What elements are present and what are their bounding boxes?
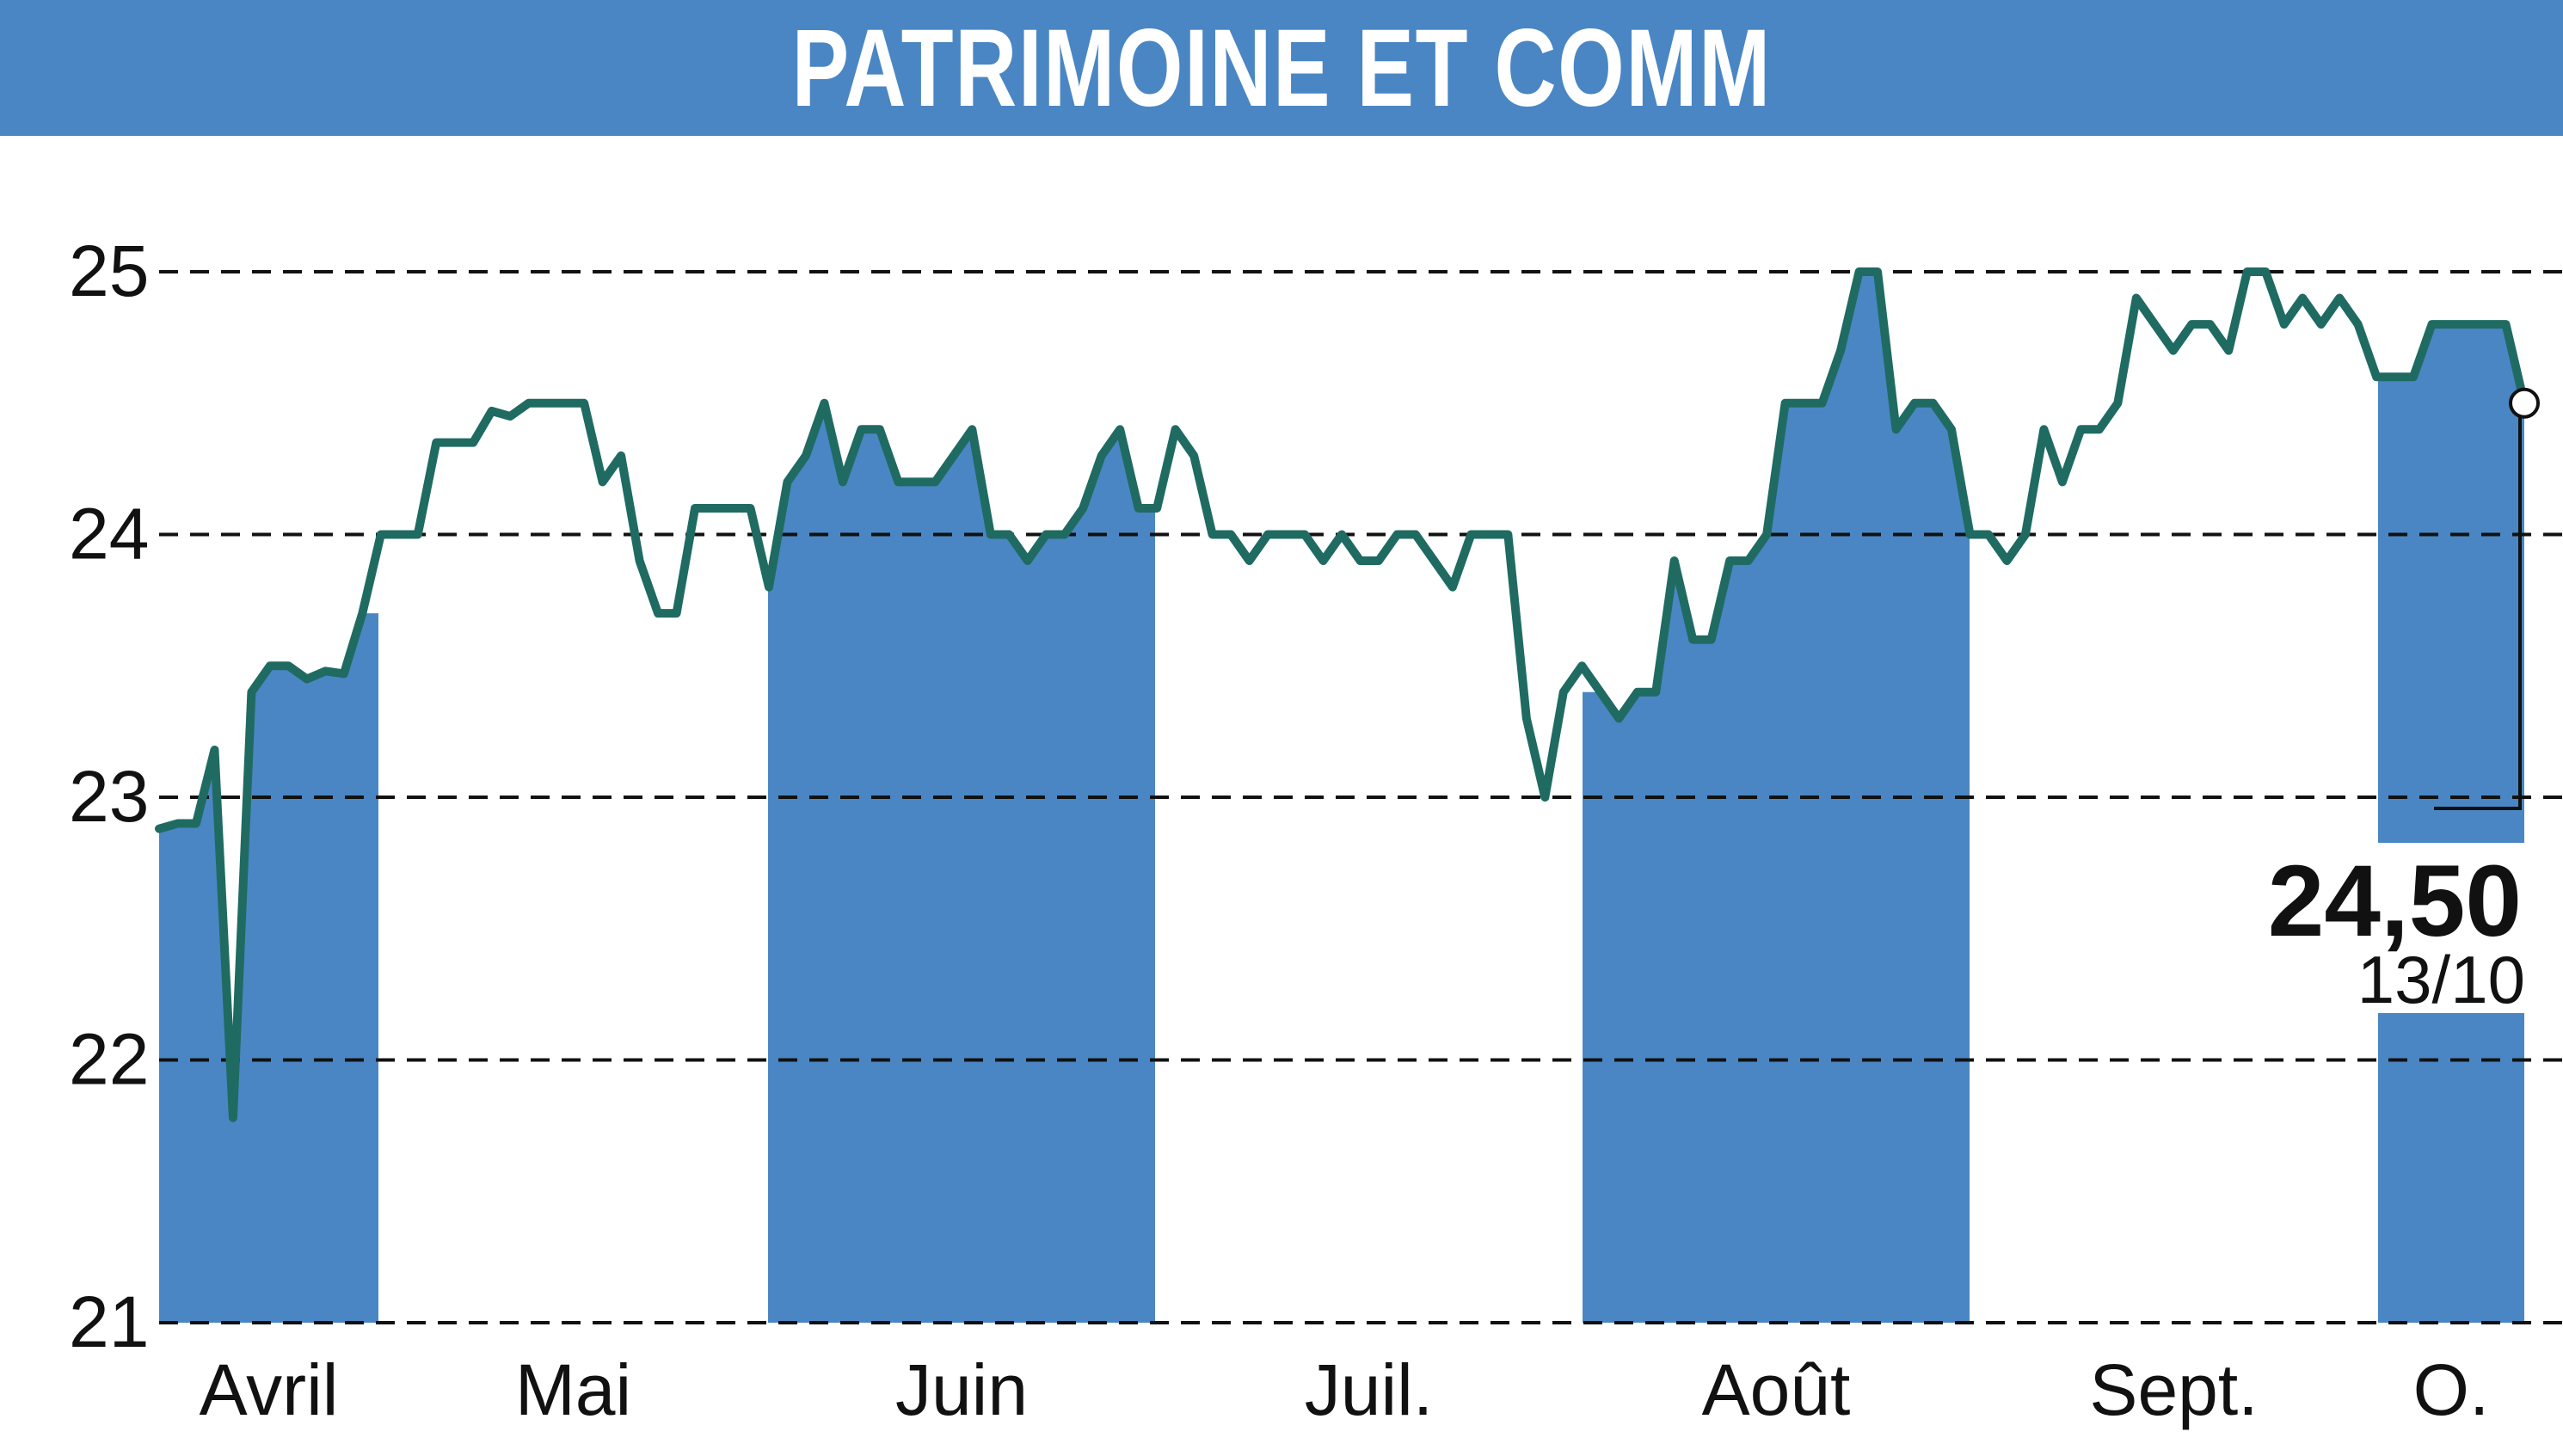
- last-date-label: 13/10: [2357, 942, 2525, 1017]
- month-band-7: [2378, 324, 2524, 1324]
- month-label: Avril: [200, 1349, 339, 1430]
- price-line: [155, 267, 2529, 1122]
- title-bar: PATRIMOINE ET COMM: [0, 0, 2563, 136]
- y-tick-label: 21: [69, 1281, 149, 1362]
- month-label: Juil.: [1305, 1349, 1433, 1430]
- month-label: Sept.: [2089, 1349, 2258, 1430]
- chart-title: PATRIMOINE ET COMM: [791, 6, 1772, 130]
- month-band-3: [768, 402, 1155, 1323]
- x-axis-month-labels: Avril Mai Juin Juil. Août Sept. O.: [200, 1349, 2490, 1430]
- month-label: Juin: [895, 1349, 1028, 1430]
- month-label: Mai: [515, 1349, 631, 1430]
- value-label-background: [2367, 843, 2539, 1013]
- last-point-circle: [2509, 387, 2540, 419]
- y-tick-label: 22: [69, 1019, 149, 1100]
- y-tick-label: 23: [69, 756, 149, 837]
- last-value-label: 24,50: [2268, 845, 2522, 958]
- month-label: O.: [2413, 1349, 2490, 1430]
- month-label: Août: [1702, 1349, 1851, 1430]
- y-axis-labels: 25 24 23 22 21: [69, 230, 149, 1362]
- month-band-1: [159, 613, 378, 1323]
- grid-lines: [159, 270, 2563, 1324]
- y-tick-label: 25: [69, 230, 149, 311]
- y-tick-label: 24: [69, 494, 149, 574]
